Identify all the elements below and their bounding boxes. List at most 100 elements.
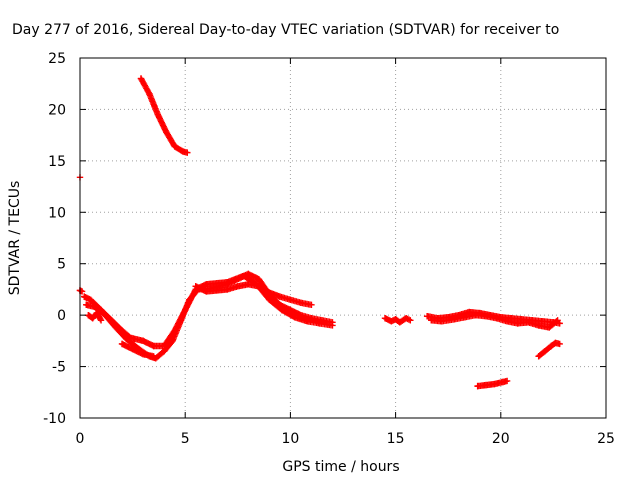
data-point	[297, 311, 305, 319]
data-point	[535, 322, 542, 329]
x-tick-label: 15	[387, 431, 405, 447]
data-point	[491, 380, 498, 388]
grid-lines	[80, 58, 606, 418]
series-track-7	[381, 315, 414, 326]
data-point	[91, 303, 98, 311]
data-point	[154, 111, 162, 118]
y-axis-title: SDTVAR / TECUs	[7, 181, 23, 296]
x-tick-label: 10	[281, 431, 299, 447]
data-point	[407, 317, 414, 324]
data-point	[514, 320, 521, 327]
series-track-9	[428, 311, 561, 331]
data-point	[213, 287, 220, 294]
x-tick-label: 5	[181, 431, 190, 447]
data-point	[186, 296, 193, 303]
data-point	[438, 318, 446, 325]
data-point	[392, 316, 399, 323]
data-point	[192, 283, 199, 290]
y-tick-label: -5	[52, 360, 66, 376]
data-point	[493, 315, 500, 322]
data-point	[89, 315, 96, 322]
data-point	[224, 286, 231, 293]
data-point	[240, 272, 248, 280]
data-point	[472, 311, 479, 319]
data-point	[83, 301, 90, 309]
data-point	[245, 281, 252, 288]
data-point	[171, 143, 178, 150]
data-point	[291, 314, 298, 321]
series-track-4	[85, 309, 105, 324]
data-point	[308, 301, 315, 309]
data-point	[428, 317, 435, 324]
data-point	[146, 90, 153, 98]
series-track-11	[535, 339, 563, 360]
data-point	[316, 320, 324, 327]
data-point	[139, 351, 147, 358]
data-marker	[145, 89, 152, 96]
data-point	[482, 312, 490, 320]
data-point	[388, 318, 395, 325]
y-tick-label: 20	[48, 102, 66, 118]
data-point	[535, 353, 542, 360]
data-point	[266, 296, 273, 303]
series-track-3	[83, 272, 336, 362]
data-point	[129, 345, 136, 353]
data-point	[137, 75, 145, 82]
data-point	[499, 378, 507, 386]
data-point	[112, 324, 119, 331]
series-track-2	[81, 270, 336, 350]
data-point	[97, 317, 105, 324]
data-point	[482, 381, 490, 389]
axis-ticks: 0 5 10 15 20 25 -10 -5 0 5 10 15 20 25	[43, 51, 615, 447]
data-point	[169, 337, 176, 345]
data-points	[76, 75, 563, 390]
data-point	[255, 275, 263, 283]
data-point	[287, 296, 294, 303]
data-point	[255, 283, 263, 290]
data-point	[85, 311, 92, 319]
data-point	[102, 311, 109, 319]
x-axis-title: GPS time / hours	[282, 459, 399, 475]
data-point	[139, 337, 147, 345]
series-track-1	[137, 75, 191, 156]
data-point	[297, 299, 305, 306]
data-point	[402, 315, 410, 322]
data-point	[381, 315, 389, 322]
data-point	[524, 319, 532, 326]
data-point	[451, 316, 458, 323]
data-point	[234, 283, 241, 290]
data-point	[554, 317, 561, 324]
data-point	[396, 319, 404, 326]
data-point	[304, 318, 311, 325]
x-tick-label: 20	[492, 431, 510, 447]
series-track-10	[474, 377, 511, 390]
data-marker	[97, 315, 104, 323]
y-tick-label: 5	[57, 257, 66, 273]
data-point	[545, 324, 553, 331]
y-tick-label: -10	[43, 411, 66, 427]
data-point	[461, 314, 469, 321]
data-point	[503, 318, 511, 325]
x-tick-label: 0	[76, 431, 85, 447]
data-point	[87, 296, 94, 303]
data-point	[423, 312, 431, 320]
series-track-6	[192, 281, 315, 309]
data-point	[548, 342, 555, 350]
y-tick-label: 10	[48, 205, 66, 221]
data-point	[552, 339, 559, 347]
data-point	[118, 340, 126, 348]
data-point	[329, 322, 336, 329]
x-tick-label: 25	[597, 431, 615, 447]
data-point	[203, 288, 210, 295]
data-point	[541, 347, 549, 355]
data-point	[81, 293, 88, 300]
data-point	[160, 347, 168, 355]
y-tick-label: 25	[48, 51, 66, 67]
data-point	[278, 306, 286, 314]
y-tick-label: 0	[57, 308, 66, 324]
data-point	[163, 128, 170, 136]
data-marker	[553, 318, 560, 325]
plot-frame	[79, 57, 607, 419]
data-point	[184, 149, 191, 156]
data-point	[266, 289, 273, 296]
